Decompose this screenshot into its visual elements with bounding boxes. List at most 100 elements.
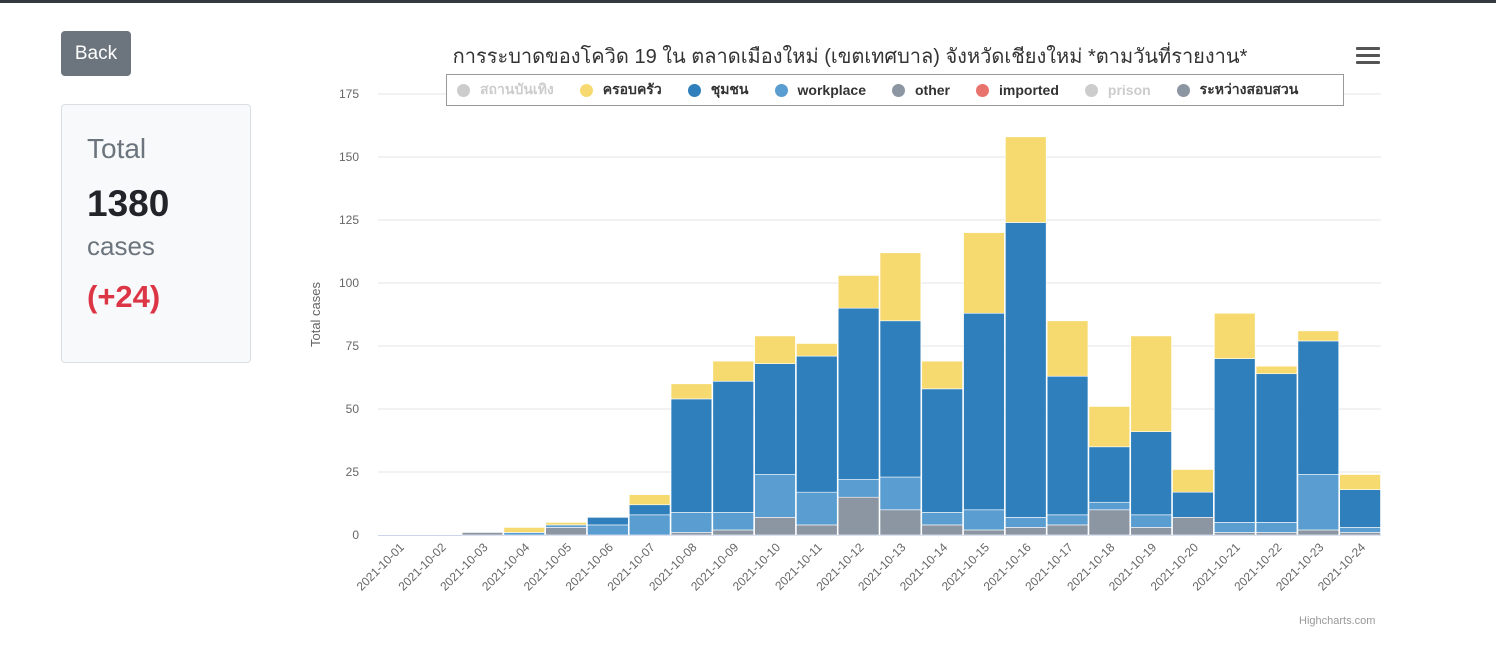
bar-segment — [1214, 522, 1256, 533]
bar-segment — [587, 517, 629, 526]
y-tick-label: 75 — [346, 339, 360, 353]
bar-segment — [796, 491, 838, 526]
bar-segment — [1130, 335, 1172, 432]
bar-segment — [1255, 532, 1298, 536]
bar-segment — [796, 524, 838, 536]
bar-segment — [879, 476, 922, 511]
chart-title: การระบาดของโควิด 19 ใน ตลาดเมืองใหม่ (เข… — [452, 46, 1248, 68]
bar-segment — [1088, 501, 1131, 511]
legend-item[interactable]: workplace — [774, 82, 866, 98]
bar-segment — [1297, 529, 1340, 536]
bar-segment — [754, 474, 796, 518]
legend-marker-icon — [1176, 83, 1190, 97]
legend-marker-icon — [579, 83, 593, 97]
legend-item[interactable]: ระหว่างสอบสวน — [1176, 79, 1299, 101]
legend-label: ชุมชน — [710, 81, 749, 97]
bar-segment — [837, 496, 880, 536]
bar-segment — [587, 524, 629, 536]
bar-segment — [1088, 406, 1131, 448]
bar-segment — [1046, 524, 1089, 536]
bar-segment — [712, 529, 754, 536]
bar-segment — [1046, 320, 1089, 377]
summary-delta: (+24) — [87, 279, 161, 314]
legend-marker-icon — [1084, 83, 1098, 97]
chart-credits[interactable]: Highcharts.com — [1299, 615, 1376, 627]
bar-segment — [754, 517, 796, 536]
bar-segment — [1297, 474, 1340, 531]
bar-segment — [1172, 491, 1214, 518]
bar-segment — [1046, 375, 1089, 516]
legend-marker-icon — [687, 83, 701, 97]
bar-segment — [1255, 373, 1298, 523]
bar-segment — [1255, 365, 1298, 375]
bar-segment — [921, 524, 963, 536]
bar-segment — [712, 512, 754, 531]
bar-segment — [921, 388, 963, 513]
bar-segment — [1130, 431, 1172, 516]
legend-label: workplace — [797, 82, 866, 98]
bar-segment — [503, 532, 545, 536]
y-tick-label: 25 — [346, 465, 360, 479]
bar-segment — [545, 522, 587, 526]
legend-label: ครอบครัว — [602, 81, 662, 97]
bar-segment — [837, 275, 880, 309]
y-tick-label: 100 — [339, 276, 359, 290]
bar-segment — [545, 524, 587, 528]
y-tick-label: 150 — [339, 150, 359, 164]
bar-segment — [921, 360, 963, 390]
legend-label: prison — [1107, 82, 1151, 98]
bar-segment — [1339, 489, 1381, 528]
y-tick-label: 175 — [339, 87, 359, 101]
legend-marker-icon — [892, 83, 905, 97]
bar-segment — [1088, 509, 1131, 536]
summary-unit: cases — [87, 231, 155, 261]
y-axis-title: Total cases — [308, 281, 323, 347]
bar-segment — [837, 479, 880, 498]
bar-segment — [670, 532, 713, 536]
legend-marker-icon — [976, 83, 989, 97]
summary-title: Total — [87, 133, 147, 164]
bar-segment — [1172, 517, 1214, 536]
bar-segment — [1005, 527, 1047, 536]
legend-item[interactable]: ครอบครัว — [579, 79, 662, 101]
bar-segment — [670, 398, 713, 513]
bar-segment — [1005, 222, 1047, 518]
legend-item[interactable]: prison — [1084, 82, 1151, 98]
legend-item[interactable]: ชุมชน — [687, 79, 749, 101]
bar-segment — [796, 355, 838, 493]
chart-menu-icon[interactable] — [1356, 47, 1380, 67]
bar-segment — [754, 335, 796, 364]
bar-segment — [1214, 358, 1256, 523]
bar-segment — [796, 343, 838, 357]
back-button[interactable]: Back — [61, 31, 131, 76]
bar-segment — [1005, 517, 1047, 528]
bar-segment — [628, 504, 671, 516]
summary-count: 1380 — [87, 183, 170, 224]
bar-segment — [461, 532, 504, 536]
legend-item[interactable]: imported — [976, 82, 1059, 98]
legend-label: imported — [999, 82, 1059, 98]
bar-segment — [837, 307, 880, 480]
bar-segment — [1339, 474, 1381, 490]
bar-segment — [628, 514, 671, 536]
legend-label: สถานบันเทิง — [480, 81, 554, 97]
legend-item[interactable]: other — [892, 82, 950, 98]
bar-segment — [879, 509, 922, 536]
bar-segment — [1130, 514, 1172, 528]
legend-item[interactable]: สถานบันเทิง — [457, 79, 554, 101]
bar-segment — [879, 252, 922, 322]
bar-segment — [1005, 136, 1047, 223]
bar-segment — [1339, 532, 1381, 536]
bar-segment — [1214, 532, 1256, 536]
bar-segment — [1339, 527, 1381, 533]
bar-segment — [1214, 312, 1256, 359]
bar-segment — [1255, 522, 1298, 533]
bar-segment — [963, 232, 1005, 314]
bar-segment — [1297, 340, 1340, 475]
bar-segment — [754, 363, 796, 475]
legend-marker-icon — [774, 83, 788, 97]
legend-label: ระหว่างสอบสวน — [1199, 81, 1299, 97]
y-tick-label: 125 — [339, 213, 359, 227]
total-summary-card: Total 1380 cases (+24) — [61, 104, 251, 363]
bar-segment — [628, 494, 671, 506]
